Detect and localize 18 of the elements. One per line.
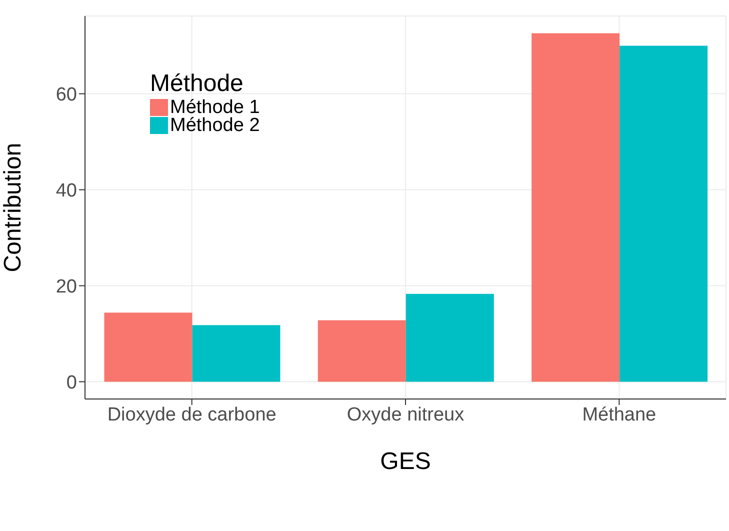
bar [620, 46, 708, 382]
y-tick-label: 0 [66, 372, 77, 394]
x-tick-label: Dioxyde de carbone [107, 404, 276, 426]
bar [192, 325, 280, 382]
x-tick-label: Méthane [582, 404, 656, 426]
legend-label: Méthode 2 [170, 114, 260, 136]
bar [406, 294, 494, 382]
x-axis-title: GES [380, 448, 431, 475]
x-tick-label: Oxyde nitreux [346, 404, 465, 426]
legend-title: Méthode [150, 70, 244, 97]
bar [532, 33, 620, 382]
y-tick-label: 20 [56, 276, 77, 298]
y-axis-title: Contribution [0, 142, 27, 272]
y-tick-label: 40 [56, 180, 77, 202]
bar [318, 320, 406, 382]
legend-label: Méthode 1 [170, 96, 260, 118]
bar [104, 312, 192, 382]
y-tick-label: 60 [56, 84, 77, 106]
